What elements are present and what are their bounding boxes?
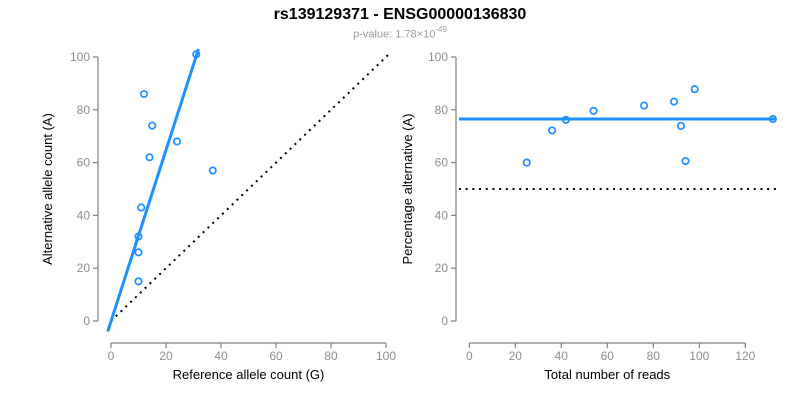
x-tick-label: 0 [108,349,115,363]
data-point [681,156,690,166]
x-tick-label: 100 [689,349,709,363]
y-tick-label: 100 [70,50,90,64]
y-tick-label: 40 [435,208,449,222]
data-point [561,115,570,124]
data-point [172,137,182,146]
chart-subtitle: p-value: 1.78×10-49 [0,25,800,41]
data-point [137,203,146,212]
x-tick-label: 40 [214,349,228,363]
y-tick-label: 40 [77,208,91,222]
x-tick-label: 100 [376,349,396,363]
y-tick-label: 0 [83,314,90,328]
data-point [208,166,217,175]
y-tick-label: 60 [77,156,91,170]
data-point [134,277,143,286]
data-point [589,106,598,115]
data-point [669,97,679,106]
y-tick-label: 80 [77,103,91,117]
x-tick-label: 60 [269,349,283,363]
x-tick-label: 40 [555,349,569,363]
x-tick-label: 20 [509,349,523,363]
data-point [134,248,143,257]
y-tick-label: 20 [435,261,449,275]
data-point [139,89,149,99]
x-axis-title: Reference allele count (G) [173,367,325,382]
x-tick-label: 80 [647,349,661,363]
y-axis-title: Alternative allele count (A) [40,113,55,265]
p-value-text: p-value: 1.78×10 [353,28,436,41]
x-tick-label: 60 [601,349,615,363]
y-tick-label: 100 [428,50,448,64]
x-axis-title: Total number of reads [544,367,670,382]
y-tick-label: 20 [77,261,91,275]
data-point [676,121,685,130]
data-point [192,50,201,59]
x-tick-label: 80 [324,349,338,363]
y-tick-label: 0 [441,314,448,328]
data-point [134,232,143,241]
chart-title: rs139129371 - ENSG00000136830 [273,6,527,23]
data-point [548,126,557,135]
data-point [148,121,157,130]
data-point [145,153,154,162]
fit-line [106,48,200,333]
y-axis-title: Percentage alternative (A) [400,113,415,264]
data-point [640,101,649,110]
y-tick-label: 60 [435,156,449,170]
p-value-exponent: -49 [435,25,447,34]
data-point [522,158,531,167]
data-point [768,114,777,124]
x-tick-label: 0 [466,349,473,363]
x-tick-label: 120 [735,349,755,363]
data-point [690,85,699,94]
x-tick-label: 20 [159,349,173,363]
y-tick-label: 80 [435,103,449,117]
